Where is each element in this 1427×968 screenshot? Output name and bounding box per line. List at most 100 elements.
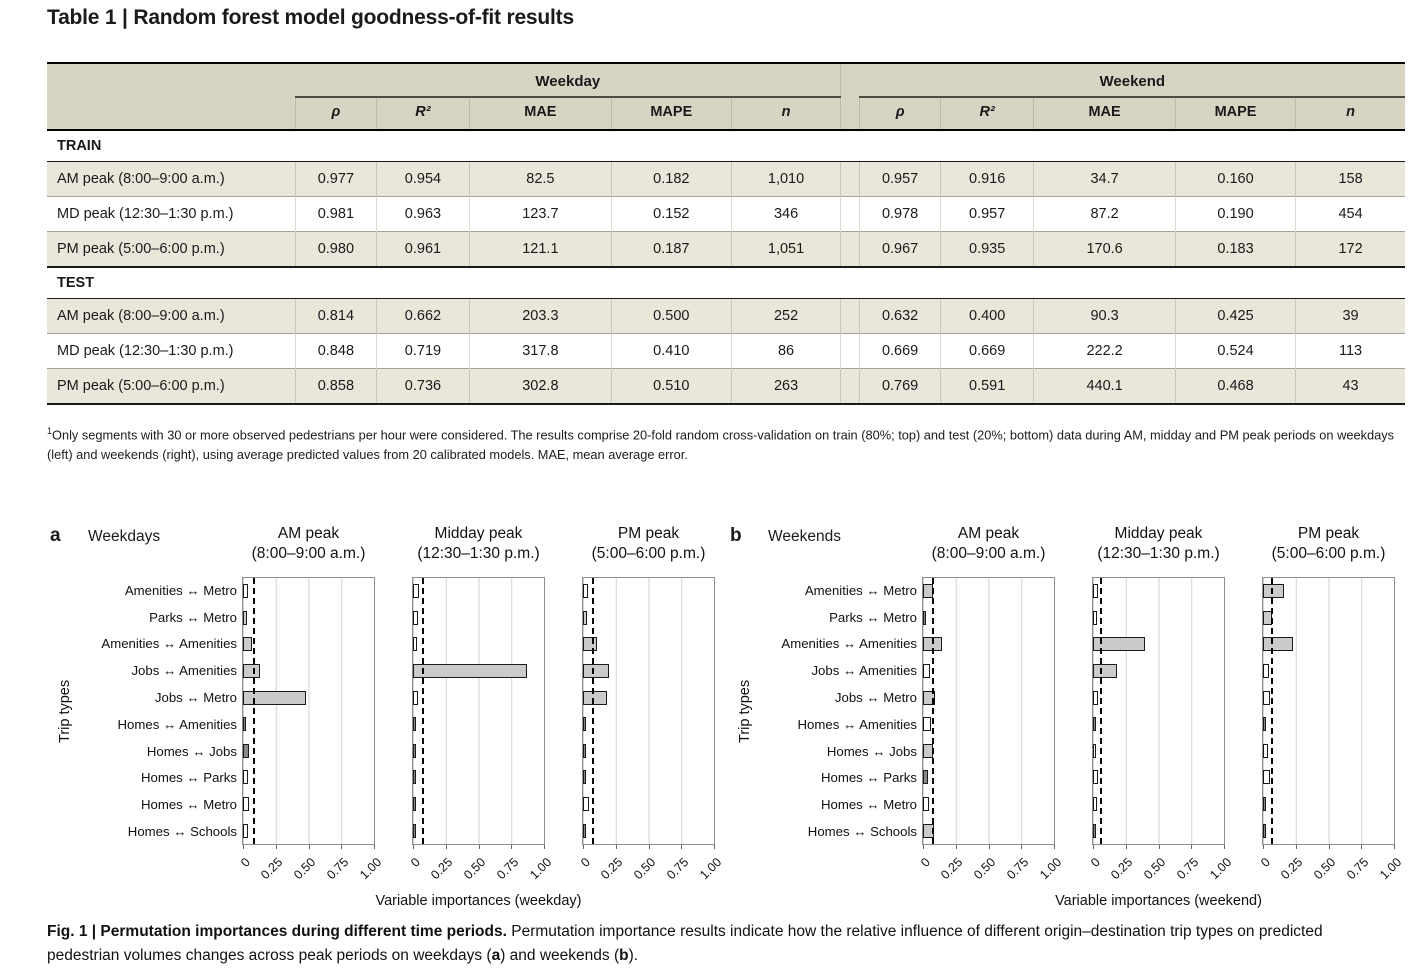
results-table-head: Weekday Weekend ρ R² MAE MAPE n ρ R² MAE MAPE n: [47, 62, 1405, 131]
panel-b: b Weekends Trip types Amenities ↔ Metro Park…: [727, 515, 1417, 915]
group-spacer-cell: [840, 196, 860, 232]
category-label: Jobs ↔ Amenities: [811, 663, 917, 679]
category-label: Homes ↔ Jobs: [146, 743, 237, 759]
caption-text: ).: [628, 947, 639, 965]
bar: [1263, 584, 1284, 599]
bar: [1263, 743, 1269, 758]
x-axis-ticks: 0 0.25 0.50 0.75 1.00: [1088, 849, 1234, 891]
footnote-text: Only segments with 30 or more observed p…: [47, 427, 1395, 463]
value-cell-weekend: 454: [1295, 196, 1405, 232]
tick-mark: [445, 845, 447, 849]
bar: [1093, 584, 1099, 599]
value-cell-weekend: 0.669: [940, 333, 1034, 369]
tick-mark: [1394, 845, 1395, 849]
tick-mark: [478, 845, 480, 849]
chart-title-line2: (8:00–9:00 a.m.): [931, 545, 1046, 563]
bar-row: [1263, 764, 1394, 791]
bar-rows: [413, 578, 544, 844]
bar-row: [413, 684, 544, 711]
group-spacer-cell: [840, 62, 860, 97]
value-cell-weekend: 0.400: [940, 298, 1034, 334]
bar-rows: [583, 578, 714, 844]
x-tick-label: 0.50: [291, 855, 319, 883]
bar: [1093, 690, 1099, 705]
group-spacer-cell: [840, 161, 860, 197]
bar-rows: [1263, 578, 1394, 844]
x-tick-label: 0.50: [971, 855, 999, 883]
bar-row: [1263, 738, 1394, 765]
bar: [243, 743, 249, 758]
chart-title: Midday peak (12:30–1:30 p.m.): [364, 524, 594, 565]
bar: [1093, 717, 1096, 732]
chart-title-line1: PM peak: [1297, 525, 1360, 542]
category-label: Homes ↔ Metro: [821, 797, 917, 813]
bar-row: [413, 578, 544, 605]
table-footnote: 1Only segments with 30 or more observed …: [47, 425, 1405, 465]
chart-title-line1: Midday peak: [1114, 525, 1203, 542]
bar: [583, 664, 610, 679]
x-axis-ticks: 0 0.25 0.50 0.75 1.00: [918, 849, 1064, 891]
column-header-weekend: ρ: [859, 97, 941, 131]
bar: [1093, 610, 1097, 625]
value-cell-weekday: 0.961: [375, 231, 470, 267]
bar-row: [1093, 658, 1224, 685]
chart-weekdays-am: AM peak (8:00–9:00 a.m.) 0 0.25 0.50 0.75 1.00: [238, 515, 384, 895]
x-tick-label: 1.00: [1036, 855, 1064, 883]
bar: [923, 717, 931, 732]
section-label: TEST: [47, 267, 1405, 299]
tick-mark: [341, 845, 343, 849]
value-cell-weekday: 0.981: [294, 196, 377, 232]
chart-title-line1: AM peak: [277, 525, 340, 542]
value-cell-weekday: 0.510: [610, 368, 732, 404]
reference-dashed-line: [422, 578, 425, 844]
value-cell-weekday: 0.500: [610, 298, 732, 334]
bar: [583, 637, 598, 652]
column-header-weekend: R²: [940, 97, 1034, 131]
bar-row: [583, 658, 714, 685]
column-header-weekday: R²: [375, 97, 470, 131]
bar: [413, 770, 417, 785]
value-cell-weekday: 86: [730, 333, 841, 369]
tick-mark: [544, 845, 545, 849]
value-cell-weekend: 440.1: [1033, 368, 1176, 404]
value-cell-weekend: 113: [1295, 333, 1405, 369]
x-tick-label: 0.50: [461, 855, 489, 883]
row-label: MD peak (12:30–1:30 p.m.): [57, 343, 234, 359]
bar-row: [923, 658, 1054, 685]
x-tick-label: 0.75: [494, 855, 522, 883]
category-label: Parks ↔ Metro: [829, 609, 917, 625]
bar: [413, 610, 418, 625]
bar-row: [1093, 711, 1224, 738]
bar-row: [243, 738, 374, 765]
panel-title-weekdays: Weekdays: [88, 528, 161, 545]
x-tick-label: 0.25: [428, 855, 456, 883]
category-label: Homes ↔ Schools: [807, 824, 917, 840]
value-cell-weekend: 0.669: [859, 333, 941, 369]
value-cell-weekday: 0.662: [375, 298, 470, 334]
value-cell-weekday: 121.1: [469, 231, 612, 267]
tick-mark: [1295, 845, 1297, 849]
group-spacer-cell: [840, 368, 860, 404]
column-header-weekend: n: [1295, 97, 1405, 131]
chart-weekdays-pm: PM peak (5:00–6:00 p.m.) 0 0.25 0.50 0.75 1.00: [578, 515, 724, 895]
tick-mark: [275, 845, 277, 849]
bar: [1263, 637, 1294, 652]
chart-title: AM peak (8:00–9:00 a.m.): [194, 524, 424, 565]
value-cell-weekday: 123.7: [469, 196, 612, 232]
value-cell-weekend: 0.957: [940, 196, 1034, 232]
bar-row: [413, 658, 544, 685]
value-cell-weekend: 87.2: [1033, 196, 1176, 232]
row-label: PM peak (5:00–6:00 p.m.): [47, 231, 296, 267]
tick-mark: [413, 845, 414, 849]
bar-row: [583, 791, 714, 818]
value-cell-weekday: 1,051: [730, 231, 841, 267]
bar-row: [413, 605, 544, 632]
bar-row: [413, 791, 544, 818]
reference-dashed-line: [592, 578, 595, 844]
value-cell-weekday: 302.8: [469, 368, 612, 404]
category-label: Amenities ↔ Amenities: [781, 636, 917, 652]
value-cell-weekday: 0.963: [375, 196, 470, 232]
table-row: PM peak (5:00–6:00 p.m.) 0.980 0.961 121.1 0…: [47, 231, 1405, 267]
value-cell-weekday: 0.977: [294, 161, 377, 197]
bar-row: [583, 578, 714, 605]
